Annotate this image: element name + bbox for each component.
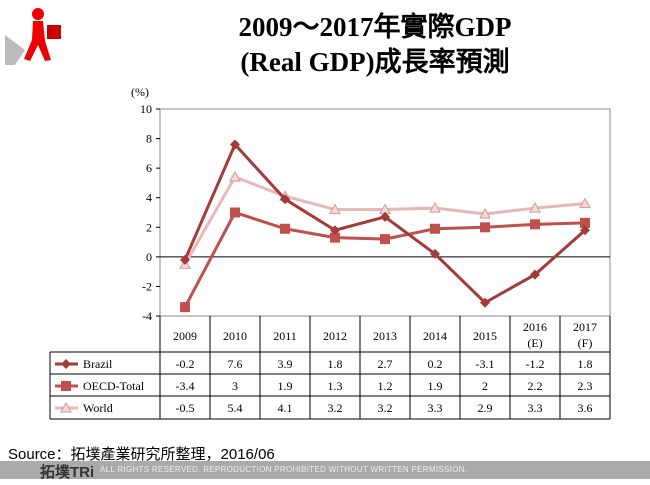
data-point-World: [529, 202, 541, 213]
data-point-OECD-Total: [280, 223, 290, 234]
category-label: 2015: [473, 329, 497, 343]
data-label: -0.5: [176, 401, 195, 415]
category-label: 2009: [173, 329, 197, 343]
data-label: 2.7: [378, 357, 393, 371]
data-label: -3.4: [176, 379, 195, 393]
data-label: 2: [482, 379, 488, 393]
data-label: 1.2: [378, 379, 393, 393]
data-point-OECD-Total: [61, 381, 71, 391]
data-label: 1.9: [428, 379, 443, 393]
category-label-note: (E): [527, 336, 542, 350]
data-label: -3.1: [476, 357, 495, 371]
data-point-OECD-Total: [180, 302, 190, 313]
y-tick-label: 6: [146, 161, 152, 175]
data-point-OECD-Total: [330, 232, 340, 243]
data-label: 3.9: [278, 357, 293, 371]
data-label: 3.2: [378, 401, 393, 415]
chart-title-line2: (Real GDP)成長率預測: [240, 47, 510, 77]
data-point-Brazil: [230, 139, 240, 150]
data-point-World: [579, 197, 591, 209]
data-point-World: [329, 203, 341, 215]
data-point-OECD-Total: [480, 222, 490, 233]
category-label: 2014: [423, 329, 447, 343]
data-label: 3: [232, 379, 238, 393]
data-point-World: [479, 207, 491, 219]
footer-logo: 拓墣TRi: [40, 464, 95, 481]
data-point-OECD-Total: [230, 207, 240, 218]
data-label: -1.2: [526, 357, 545, 371]
y-tick-label: 2: [146, 220, 152, 234]
plot-area: [159, 108, 611, 317]
data-point-Brazil: [430, 248, 440, 259]
y-tick-label: 4: [146, 191, 152, 205]
y-tick-label: -4: [142, 309, 152, 323]
data-point-OECD-Total: [530, 219, 540, 230]
category-label: 2017: [573, 320, 597, 334]
data-label: 0.2: [428, 357, 443, 371]
y-tick-label: 0: [146, 250, 152, 264]
data-label: 1.9: [278, 379, 293, 393]
category-label: 2012: [323, 329, 347, 343]
data-label: 2.2: [528, 379, 543, 393]
rights-notice: ALL RIGHTS RESERVED. REPRODUCTION PROHIB…: [100, 465, 468, 474]
category-label: 2016: [523, 320, 547, 334]
legend-label: World: [83, 401, 113, 415]
logo-icon: [5, 5, 70, 65]
category-label: 2013: [373, 329, 397, 343]
series-line-OECD-Total: [183, 210, 586, 308]
data-point-Brazil: [61, 359, 71, 369]
data-label: -0.2: [176, 357, 195, 371]
data-label: 2.9: [478, 401, 493, 415]
chart: -4 -2 0 2 4 6 8 10 2009 2010 2011 2012 2013 2014 2015 2…: [49, 102, 611, 420]
category-label: 2010: [223, 329, 247, 343]
y-tick-label: 10: [140, 102, 152, 116]
data-point-World: [60, 401, 72, 413]
data-point-Brazil: [580, 225, 590, 236]
data-label: 1.3: [328, 379, 343, 393]
footer-bar: 拓墣TRi ALL RIGHTS RESERVED. REPRODUCTION …: [0, 461, 650, 481]
data-point-Brazil: [380, 211, 390, 222]
data-point-Brazil: [280, 194, 290, 205]
data-label: 1.8: [328, 357, 343, 371]
data-label: 3.3: [528, 401, 543, 415]
legend-label: OECD-Total: [83, 379, 145, 393]
data-point-Brazil: [180, 254, 190, 265]
y-axis-unit: (%): [131, 85, 149, 99]
category-label-note: (F): [578, 336, 593, 350]
data-point-OECD-Total: [430, 223, 440, 234]
chart-title-line1: 2009～2017年實際GDP: [238, 12, 512, 42]
data-label: 7.6: [228, 357, 243, 371]
data-point-World: [429, 202, 441, 213]
category-label: 2011: [273, 329, 297, 343]
data-point-Brazil: [480, 297, 490, 308]
data-point-OECD-Total: [580, 217, 590, 228]
data-label: 5.4: [228, 401, 243, 415]
data-point-Brazil: [330, 225, 340, 236]
data-point-Brazil: [530, 269, 540, 280]
source-note: Source：拓墣產業研究所整理，2016/06: [8, 446, 275, 463]
data-label: 1.8: [578, 357, 593, 371]
data-label: 3.2: [328, 401, 343, 415]
y-tick-label: -2: [142, 279, 152, 293]
data-label: 4.1: [278, 401, 293, 415]
data-label: 2.3: [578, 379, 593, 393]
data-point-World: [229, 170, 241, 182]
data-point-OECD-Total: [380, 234, 390, 245]
legend-label: Brazil: [83, 357, 113, 371]
y-tick-label: 8: [146, 132, 152, 146]
data-label: 3.6: [578, 401, 593, 415]
data-label: 3.3: [428, 401, 443, 415]
